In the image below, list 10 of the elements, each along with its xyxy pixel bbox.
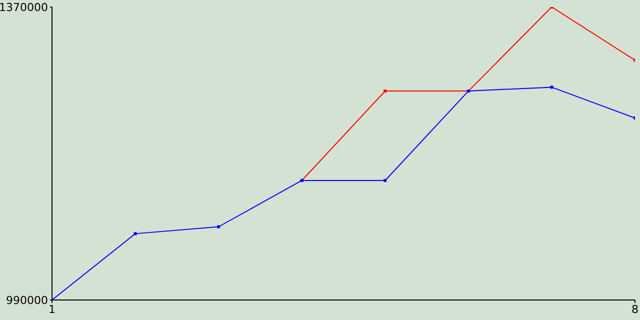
line-series [300,7,635,182]
point [550,86,554,89]
point [217,225,220,228]
x-tick-label: 1 [48,302,56,316]
point [384,178,387,182]
y-tick-label: 1370000 [0,0,48,14]
x-tick-label: 8 [632,302,638,316]
point [384,90,387,93]
point [134,232,137,236]
y-tick-label: 990000 [6,294,48,307]
